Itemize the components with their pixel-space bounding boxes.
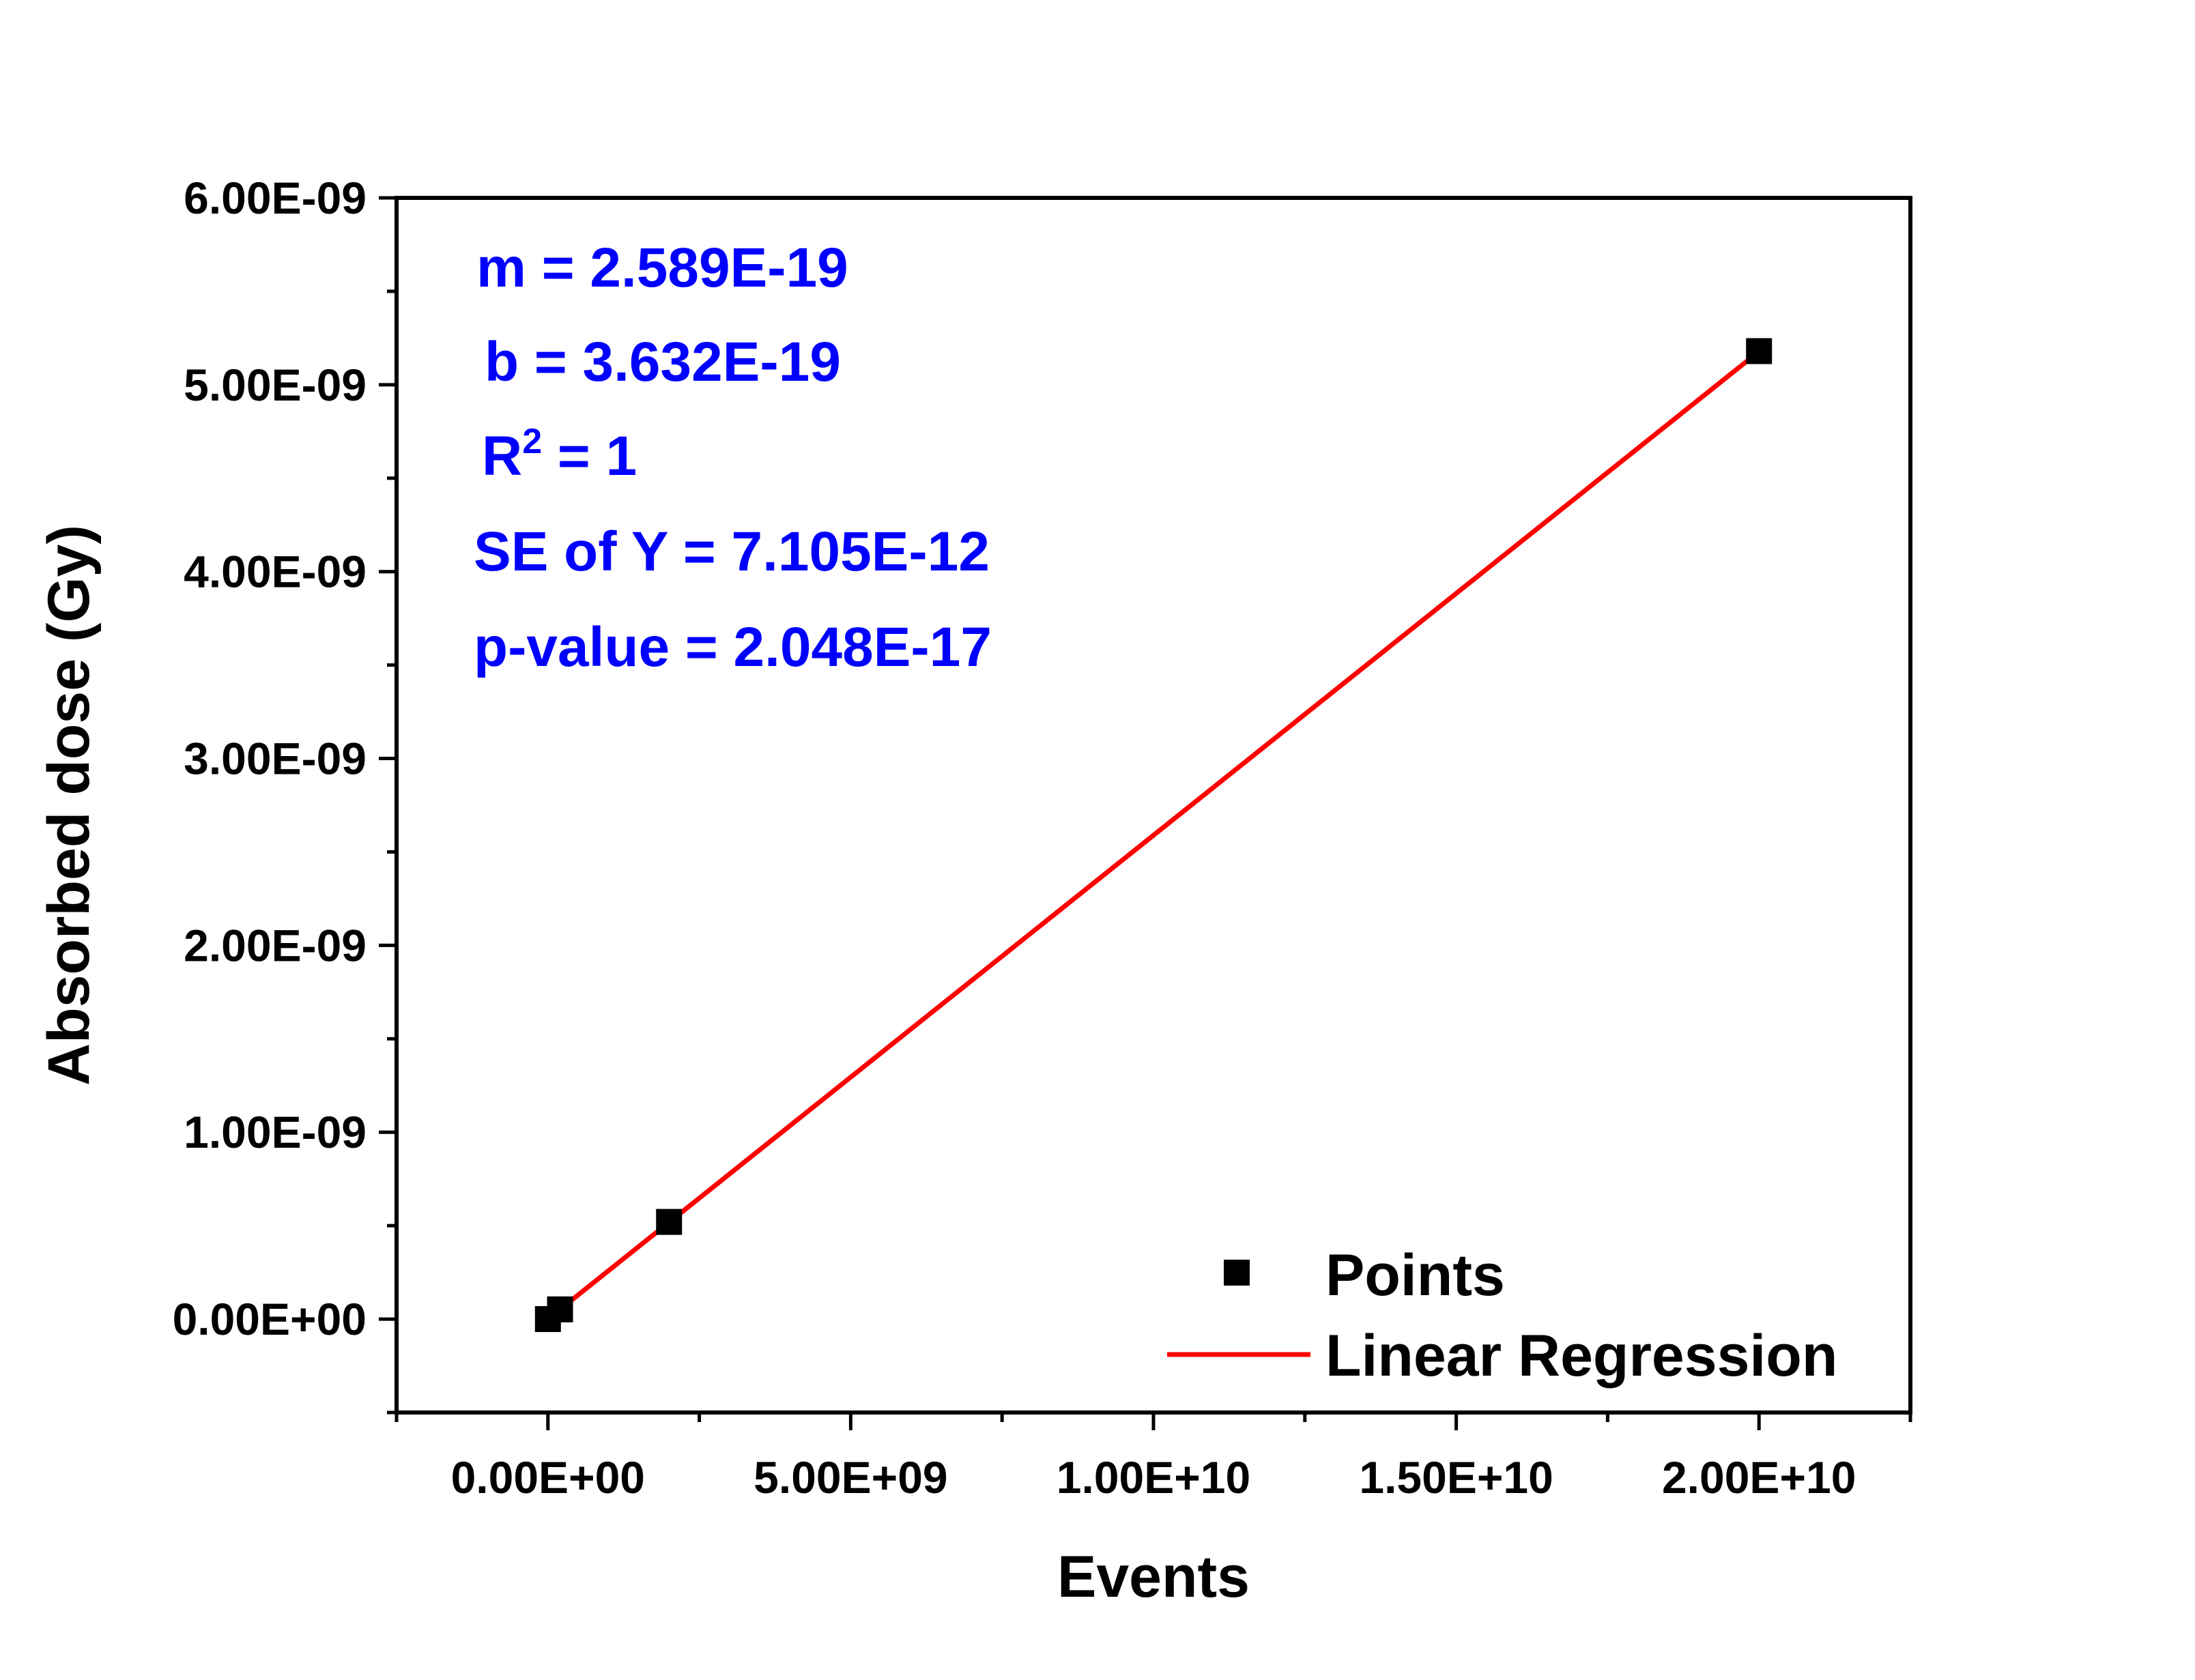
data-point bbox=[1746, 338, 1773, 364]
x-tick-label: 5.00E+09 bbox=[754, 1452, 947, 1503]
r-squared-text: R2 = 1 bbox=[482, 422, 637, 487]
x-tick-label: 1.00E+10 bbox=[1057, 1452, 1250, 1503]
x-axis-ticks: 0.00E+00 5.00E+09 1.00E+10 1.50E+10 2.00E+10 bbox=[394, 1413, 1912, 1503]
p-value-text: p-value = 2.048E-17 bbox=[474, 616, 992, 678]
r-squared-suffix: = 1 bbox=[542, 425, 637, 487]
legend: Points Linear Regression bbox=[1167, 1243, 1837, 1389]
y-axis-ticks: 0.00E+00 1.00E-09 2.00E-09 3.00E-09 4.00E-09… bbox=[173, 173, 397, 1415]
regression-line bbox=[546, 349, 1761, 1321]
intercept-text: b = 3.632E-19 bbox=[485, 331, 841, 393]
slope-text: m = 2.589E-19 bbox=[476, 237, 848, 299]
y-tick-label: 0.00E+00 bbox=[173, 1294, 367, 1344]
se-text: SE of Y = 7.105E-12 bbox=[474, 521, 990, 583]
legend-points-marker bbox=[1224, 1260, 1250, 1286]
y-tick-label: 1.00E-09 bbox=[184, 1107, 367, 1157]
r-squared-superscript: 2 bbox=[522, 422, 542, 461]
x-tick-label: 2.00E+10 bbox=[1662, 1452, 1856, 1503]
legend-points-label: Points bbox=[1325, 1243, 1505, 1308]
y-tick-label: 3.00E-09 bbox=[184, 734, 367, 784]
y-tick-label: 5.00E-09 bbox=[184, 360, 367, 410]
data-point bbox=[656, 1208, 683, 1235]
data-point bbox=[547, 1296, 573, 1322]
y-axis-title: Absorbed dose (Gy) bbox=[36, 525, 102, 1086]
x-tick-label: 1.50E+10 bbox=[1359, 1452, 1553, 1503]
series-layer bbox=[534, 338, 1773, 1333]
legend-regression-label: Linear Regression bbox=[1325, 1323, 1837, 1389]
x-axis-title: Events bbox=[1057, 1544, 1250, 1610]
r-squared-prefix: R bbox=[482, 425, 522, 487]
x-tick-label: 0.00E+00 bbox=[451, 1452, 645, 1503]
y-tick-label: 2.00E-09 bbox=[184, 920, 367, 970]
y-tick-label: 4.00E-09 bbox=[184, 547, 367, 597]
stats-annotation: m = 2.589E-19 b = 3.632E-19 R2 = 1 SE of… bbox=[474, 237, 992, 678]
y-tick-label: 6.00E-09 bbox=[184, 173, 367, 223]
